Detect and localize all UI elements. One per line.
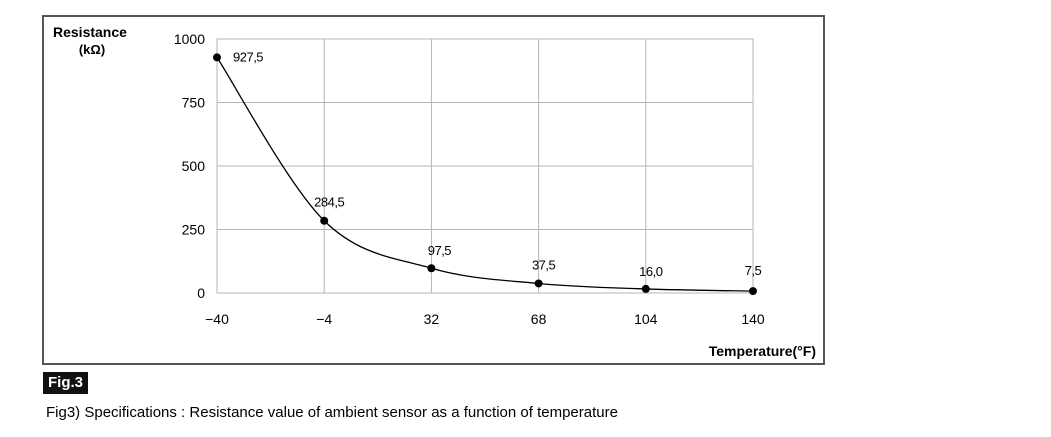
data-label: 927,5	[233, 49, 263, 64]
data-point	[534, 279, 543, 288]
resistance-curve	[216, 57, 754, 292]
data-point	[427, 264, 436, 273]
y-axis-title: Resistance	[53, 24, 127, 40]
figure-number-badge: Fig.3	[43, 372, 89, 394]
data-point	[320, 216, 329, 225]
data-point	[213, 53, 221, 62]
x-tick-label: 32	[424, 311, 440, 327]
figure-frame	[42, 15, 825, 365]
y-tick-label: 500	[182, 158, 206, 174]
data-label: 284,5	[314, 195, 344, 210]
x-tick-label: 68	[531, 311, 547, 327]
data-label: 37,5	[532, 257, 556, 272]
y-tick-label: 1000	[174, 31, 205, 47]
data-label: 97,5	[428, 243, 452, 258]
x-axis-title: Temperature(°F)	[709, 343, 816, 359]
y-tick-label: 0	[197, 285, 205, 301]
x-tick-label: −40	[205, 311, 229, 327]
x-tick-label: 140	[741, 311, 765, 327]
data-point	[641, 284, 650, 293]
y-axis-unit: (kΩ)	[79, 42, 105, 57]
data-label: 7,5	[745, 263, 762, 278]
figure-caption: Fig3) Specifications : Resistance value …	[46, 404, 618, 421]
x-tick-label: 104	[634, 311, 658, 327]
x-tick-label: −4	[316, 311, 332, 327]
data-point	[749, 287, 757, 296]
y-tick-label: 750	[182, 95, 206, 111]
y-tick-label: 250	[182, 222, 206, 238]
data-label: 16,0	[639, 264, 663, 279]
